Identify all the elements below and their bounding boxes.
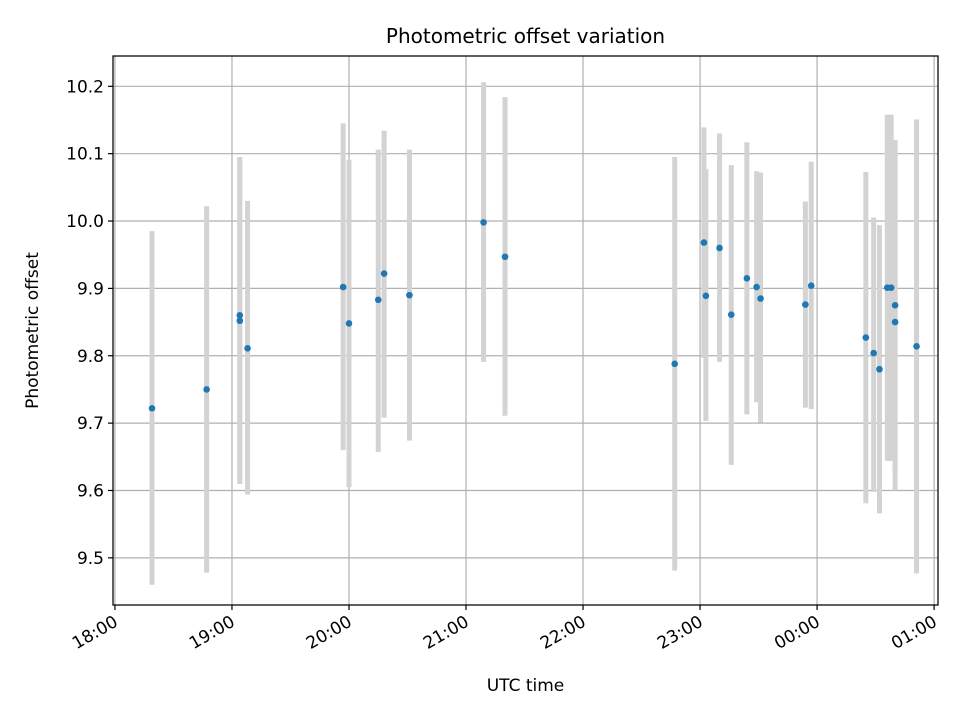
data-point [380, 270, 388, 277]
y-axis-ticks: 9.5 9.6 9.7 9.8 9.9 10.0 10.1 10.2 [66, 77, 113, 569]
data-point [236, 317, 244, 325]
data-point [148, 405, 156, 412]
data-point [406, 291, 413, 299]
data-point [743, 274, 751, 282]
data-point [862, 334, 870, 341]
data-point [913, 343, 920, 350]
y-axis-label: Photometric offset [23, 252, 43, 409]
y-tick-label: 9.7 [77, 414, 104, 434]
y-tick-label: 9.6 [77, 481, 104, 501]
y-tick-label: 9.8 [77, 347, 104, 367]
data-points [148, 219, 920, 412]
plot-frame [112, 55, 939, 606]
data-point [891, 301, 899, 309]
data-point [887, 284, 895, 292]
data-point [727, 311, 735, 318]
data-point [870, 349, 877, 357]
y-tick-label: 10.1 [66, 145, 104, 165]
grid [113, 56, 938, 605]
data-point [345, 320, 353, 327]
data-point [244, 345, 251, 352]
data-point [876, 365, 883, 373]
data-point [236, 312, 244, 319]
data-point [671, 360, 679, 368]
data-point [374, 296, 382, 304]
y-tick-label: 9.9 [77, 279, 104, 299]
data-point [480, 219, 487, 226]
data-point [501, 253, 509, 261]
data-point [716, 244, 723, 252]
data-point [339, 283, 347, 291]
data-point [702, 292, 710, 300]
data-point [807, 282, 815, 290]
y-tick-label: 9.5 [77, 549, 104, 569]
y-tick-label: 10.0 [66, 212, 104, 232]
data-point [757, 295, 764, 302]
data-point [203, 386, 210, 393]
chart-title: Photometric offset variation [386, 24, 665, 48]
y-tick-label: 10.2 [66, 77, 104, 97]
data-point [700, 239, 708, 246]
x-axis-label: UTC time [487, 676, 565, 696]
data-point [753, 283, 760, 291]
data-point [891, 318, 899, 326]
data-point [802, 301, 809, 308]
